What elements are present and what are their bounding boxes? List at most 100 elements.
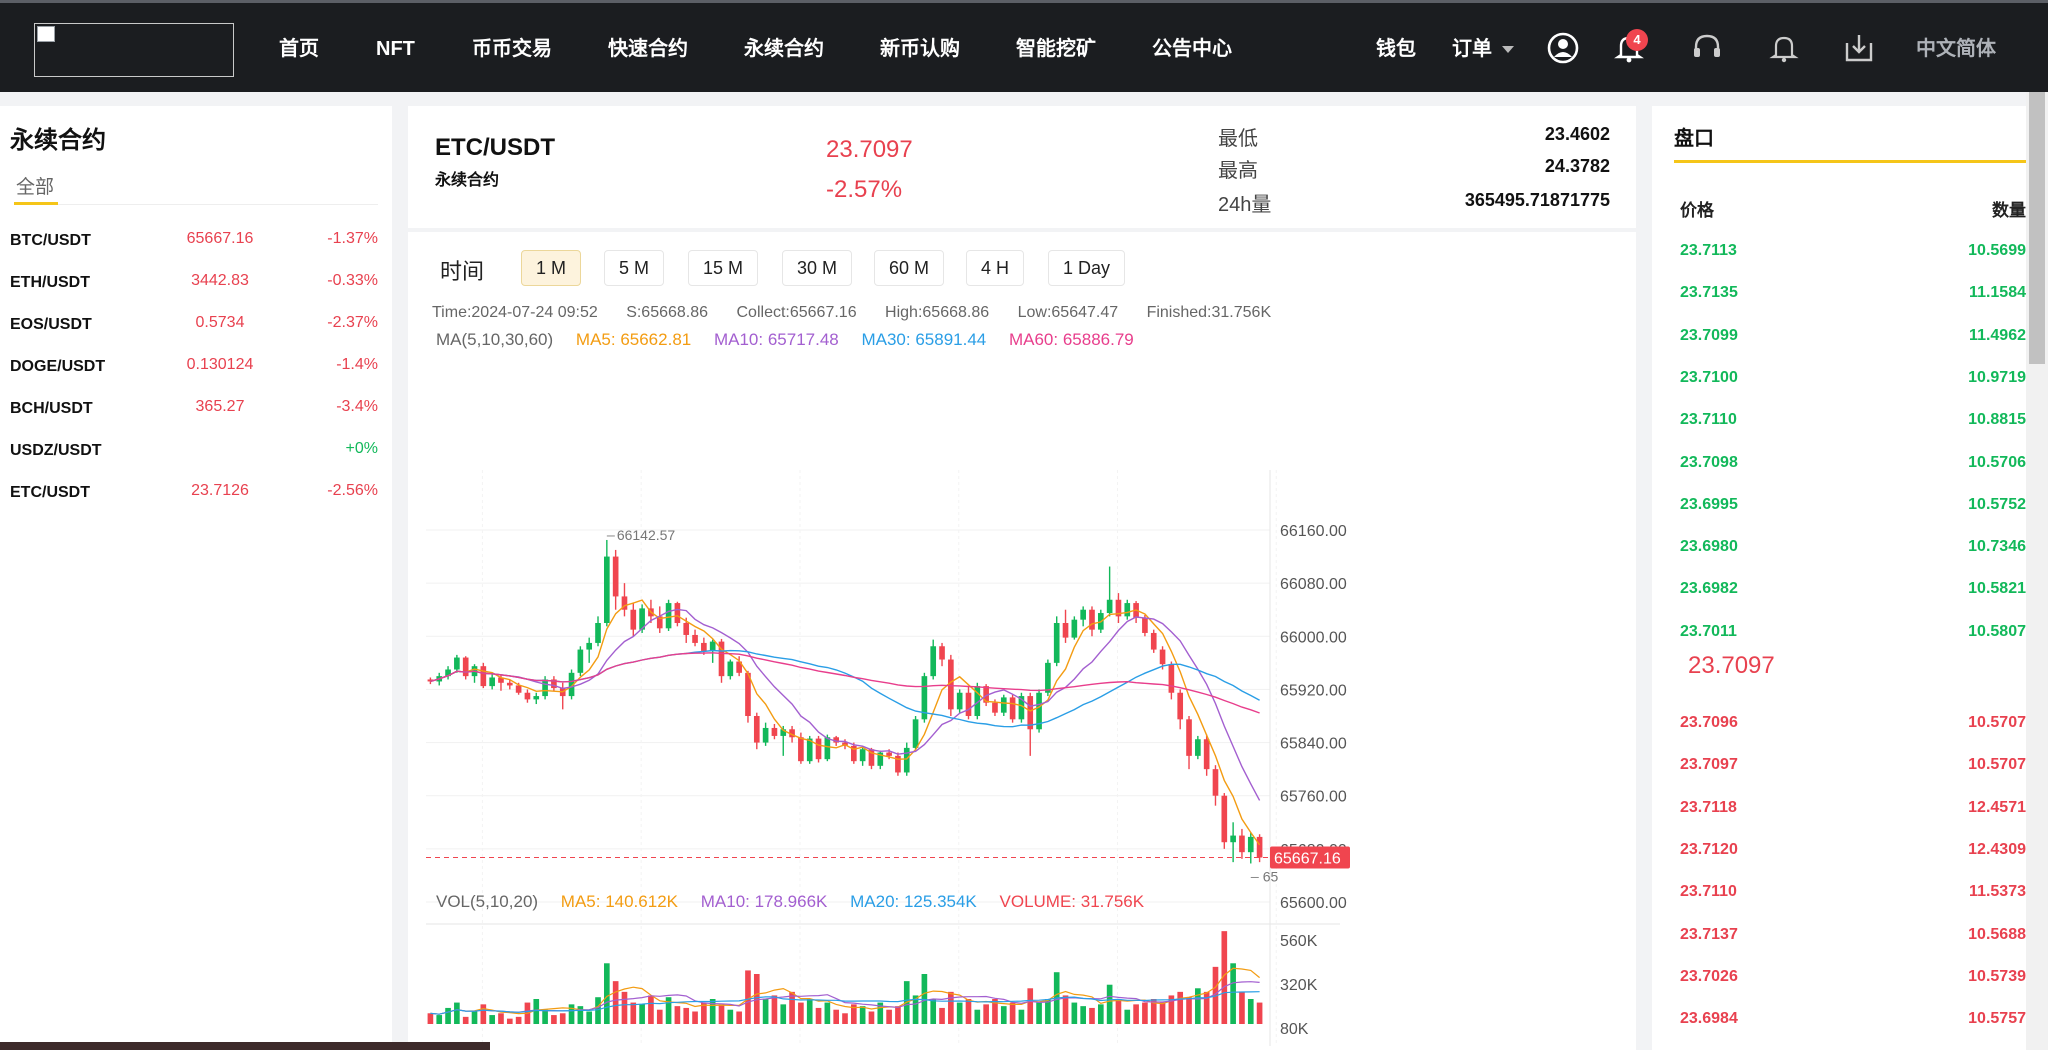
bell-icon[interactable]	[1767, 31, 1801, 65]
bid-row[interactable]: 23.6982 10.5821	[1652, 576, 2026, 606]
user-icon[interactable]	[1546, 31, 1580, 65]
market-row-etc[interactable]: ETC/USDT 23.7126 -2.56%	[0, 478, 392, 508]
market-row-eth[interactable]: ETH/USDT 3442.83 -0.33%	[0, 268, 392, 298]
timeframe-1day-button[interactable]: 1 Day	[1048, 250, 1126, 286]
wallet-link[interactable]: 钱包	[1376, 38, 1416, 60]
candle-down	[701, 642, 707, 651]
bid-row[interactable]: 23.7113 10.5699	[1652, 238, 2026, 268]
volume-bar	[833, 1009, 840, 1024]
volume-bar	[1089, 1007, 1095, 1024]
bid-row[interactable]: 23.6995 10.5752	[1652, 492, 2026, 522]
bid-price: 23.7100	[1680, 368, 1738, 386]
ask-price: 23.6984	[1680, 1010, 1738, 1028]
volume-bar	[1071, 1002, 1078, 1024]
nav-new-coins[interactable]: 新币认购	[880, 38, 960, 60]
volume-bar	[771, 995, 778, 1024]
ask-row[interactable]: 23.7096 10.5707	[1652, 710, 2026, 740]
scrollbar-thumb[interactable]	[2029, 92, 2045, 364]
ask-row[interactable]: 23.6984 10.5757	[1652, 1006, 2026, 1036]
ask-row[interactable]: 23.7097 10.5707	[1652, 752, 2026, 782]
download-icon[interactable]	[1842, 31, 1876, 65]
bid-quantity: 11.4962	[1969, 326, 2026, 344]
info-finished: Finished:31.756K	[1146, 304, 1272, 321]
ask-row[interactable]: 23.7118 12.4571	[1652, 795, 2026, 825]
market-row-usdz[interactable]: USDZ/USDT +0%	[0, 436, 392, 466]
market-row-eos[interactable]: EOS/USDT 0.5734 -2.37%	[0, 310, 392, 340]
timeframe-15m-button[interactable]: 15 M	[688, 250, 759, 286]
ask-quantity: 10.5707	[1968, 756, 2026, 774]
tab-divider	[14, 204, 378, 205]
ask-row[interactable]: 23.7120 12.4309	[1652, 837, 2026, 867]
timeframe-4h-button[interactable]: 4 H	[966, 250, 1025, 286]
volume-bar	[639, 1004, 645, 1024]
volume-bar	[859, 1006, 866, 1024]
candle-down	[939, 646, 945, 660]
volume-bar	[674, 1006, 681, 1024]
timeframe-5m-button[interactable]: 5 M	[604, 250, 665, 286]
timeframe-1m-button[interactable]: 1 M	[521, 250, 582, 286]
market-row-doge[interactable]: DOGE/USDT 0.130124 -1.4%	[0, 352, 392, 382]
language-selector[interactable]: 中文简体	[1916, 38, 1996, 60]
volume-bar	[436, 1015, 443, 1024]
tab-all[interactable]: 全部	[16, 177, 55, 198]
bid-row[interactable]: 23.7099 11.4962	[1652, 323, 2026, 353]
nav-home[interactable]: 首页	[279, 38, 319, 60]
ask-price: 23.7137	[1680, 925, 1738, 943]
bid-row[interactable]: 23.7135 11.1584	[1652, 280, 2026, 310]
candle-down	[480, 666, 487, 687]
nav-nft[interactable]: NFT	[376, 38, 415, 60]
bid-row[interactable]: 23.7011 10.5807	[1652, 619, 2026, 649]
volume-bar	[992, 999, 998, 1024]
page-scrollbar[interactable]	[2026, 92, 2048, 1050]
ask-row[interactable]: 23.7137 10.5688	[1652, 922, 2026, 952]
volume-bar	[1009, 1002, 1016, 1024]
market-row-btc[interactable]: BTC/USDT 65667.16 -1.37%	[0, 226, 392, 256]
candle-down	[850, 745, 857, 762]
nav-mining[interactable]: 智能挖矿	[1016, 38, 1096, 60]
quantity-column-header: 数量	[1992, 201, 2026, 220]
volume-bar	[842, 1013, 848, 1024]
volume-bar	[868, 1011, 875, 1024]
nav-perpetual[interactable]: 永续合约	[744, 38, 824, 60]
volume-bar	[780, 1004, 787, 1024]
orders-menu[interactable]: 订单	[1452, 3, 1514, 95]
nav-announcements[interactable]: 公告中心	[1152, 38, 1232, 60]
market-symbol: EOS/USDT	[10, 316, 92, 333]
candle-down	[789, 729, 795, 738]
ask-quantity: 11.5373	[1969, 883, 2026, 901]
nav-spot[interactable]: 币币交易	[472, 38, 552, 60]
logo[interactable]	[34, 23, 234, 77]
market-row-bch[interactable]: BCH/USDT 365.27 -3.4%	[0, 394, 392, 424]
bid-row[interactable]: 23.7098 10.5706	[1652, 450, 2026, 480]
volume-bar	[850, 1004, 857, 1024]
ask-row[interactable]: 23.7110 11.5373	[1652, 879, 2026, 909]
volume-bar	[1036, 1002, 1042, 1024]
bid-row[interactable]: 23.6980 10.7346	[1652, 534, 2026, 564]
market-price: 3442.83	[191, 272, 249, 289]
timeframe-30m-button[interactable]: 30 M	[782, 250, 853, 286]
candle-down	[1203, 739, 1210, 770]
bid-row[interactable]: 23.7100 10.9719	[1652, 365, 2026, 395]
candle-up	[1106, 599, 1113, 614]
candle-up	[1247, 836, 1254, 853]
candle-up	[1195, 739, 1201, 756]
candle-down	[992, 702, 998, 713]
nav-quick-contract[interactable]: 快速合约	[608, 38, 688, 60]
ask-row[interactable]: 23.7026 10.5739	[1652, 964, 2026, 994]
volume-bar	[798, 1002, 804, 1024]
kline-chart[interactable]: 66160.00 66080.00 66000.00 65920.00 65840.00…	[408, 232, 1636, 1050]
bid-price: 23.6982	[1680, 580, 1738, 598]
info-time: Time:2024-07-24 09:52	[432, 304, 598, 321]
volume-bar	[815, 1007, 822, 1024]
volume-bar	[1195, 988, 1201, 1024]
headset-icon[interactable]	[1690, 31, 1724, 65]
candle-up	[1000, 697, 1007, 713]
candle-up	[1018, 696, 1025, 720]
market-symbol: ETH/USDT	[10, 274, 90, 291]
volume-bar	[462, 1016, 469, 1024]
notification-count-badge: 4	[1626, 29, 1648, 51]
candle-down	[683, 623, 690, 635]
timeframe-60m-button[interactable]: 60 M	[874, 250, 945, 286]
bid-price: 23.7135	[1680, 284, 1738, 302]
bid-row[interactable]: 23.7110 10.8815	[1652, 407, 2026, 437]
